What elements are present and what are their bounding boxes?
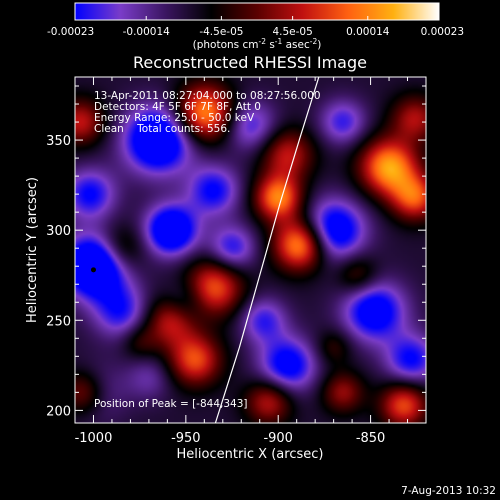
- y-tick-label: 350: [46, 134, 71, 149]
- colorbar: -0.00023 -0.00014 -4.5e-05 4.5e-05 0.00014 0.…: [47, 2, 464, 51]
- y-axis: 200 250 300 350: [46, 85, 426, 419]
- colorbar-tick-label: 0.00014: [346, 26, 390, 38]
- date-footer: 7-Aug-2013 10:32: [401, 485, 496, 497]
- heatmap-image: [75, 77, 426, 423]
- y-tick-label: 200: [46, 404, 71, 419]
- x-tick-label: -1000: [75, 431, 113, 446]
- annotation-energy: Energy Range: 25.0 - 50.0 keV: [94, 112, 255, 124]
- annotation-detectors: Detectors: 4F 5F 6F 7F 8F, Att 0: [94, 101, 261, 113]
- minimum-marker: [90, 267, 96, 273]
- annotation-block: 13-Apr-2011 08:27:04.000 to 08:27:56.000…: [94, 90, 321, 135]
- x-tick-label: -850: [356, 431, 386, 446]
- x-tick-label: -950: [171, 431, 201, 446]
- y-tick-label: 250: [46, 314, 71, 329]
- colorbar-tick-label: -0.00014: [123, 26, 171, 38]
- annotation-time: 13-Apr-2011 08:27:04.000 to 08:27:56.000: [94, 90, 321, 102]
- colorbar-tick-label: -0.00023: [47, 26, 94, 38]
- colorbar-unit-label: (photons cm-2 s-1 asec-2): [193, 37, 322, 51]
- plot-frame: [74, 76, 427, 424]
- heatmap-raster: [75, 77, 426, 423]
- colorbar-tick-label: -4.5e-05: [199, 26, 243, 38]
- chart-title: Reconstructed RHESSI Image: [133, 53, 367, 72]
- colorbar-ticks: -0.00023 -0.00014 -4.5e-05 4.5e-05 0.00014 0.…: [47, 16, 464, 38]
- colorbar-gradient: [74, 2, 440, 21]
- solar-limb-curve: [214, 77, 320, 423]
- x-tick-label: -900: [263, 431, 293, 446]
- y-axis-label: Heliocentric Y (arcsec): [25, 177, 40, 323]
- colorbar-tick-label: 0.00023: [421, 26, 464, 38]
- x-axis: -1000 -950 -900 -850: [74, 77, 427, 446]
- peak-position-label: Position of Peak = [-844,343]: [94, 398, 248, 410]
- colorbar-tick-label: 4.5e-05: [272, 26, 312, 38]
- annotation-clean: Clean Total counts: 556.: [94, 123, 230, 135]
- x-axis-label: Heliocentric X (arcsec): [177, 447, 324, 462]
- y-tick-label: 300: [46, 224, 71, 239]
